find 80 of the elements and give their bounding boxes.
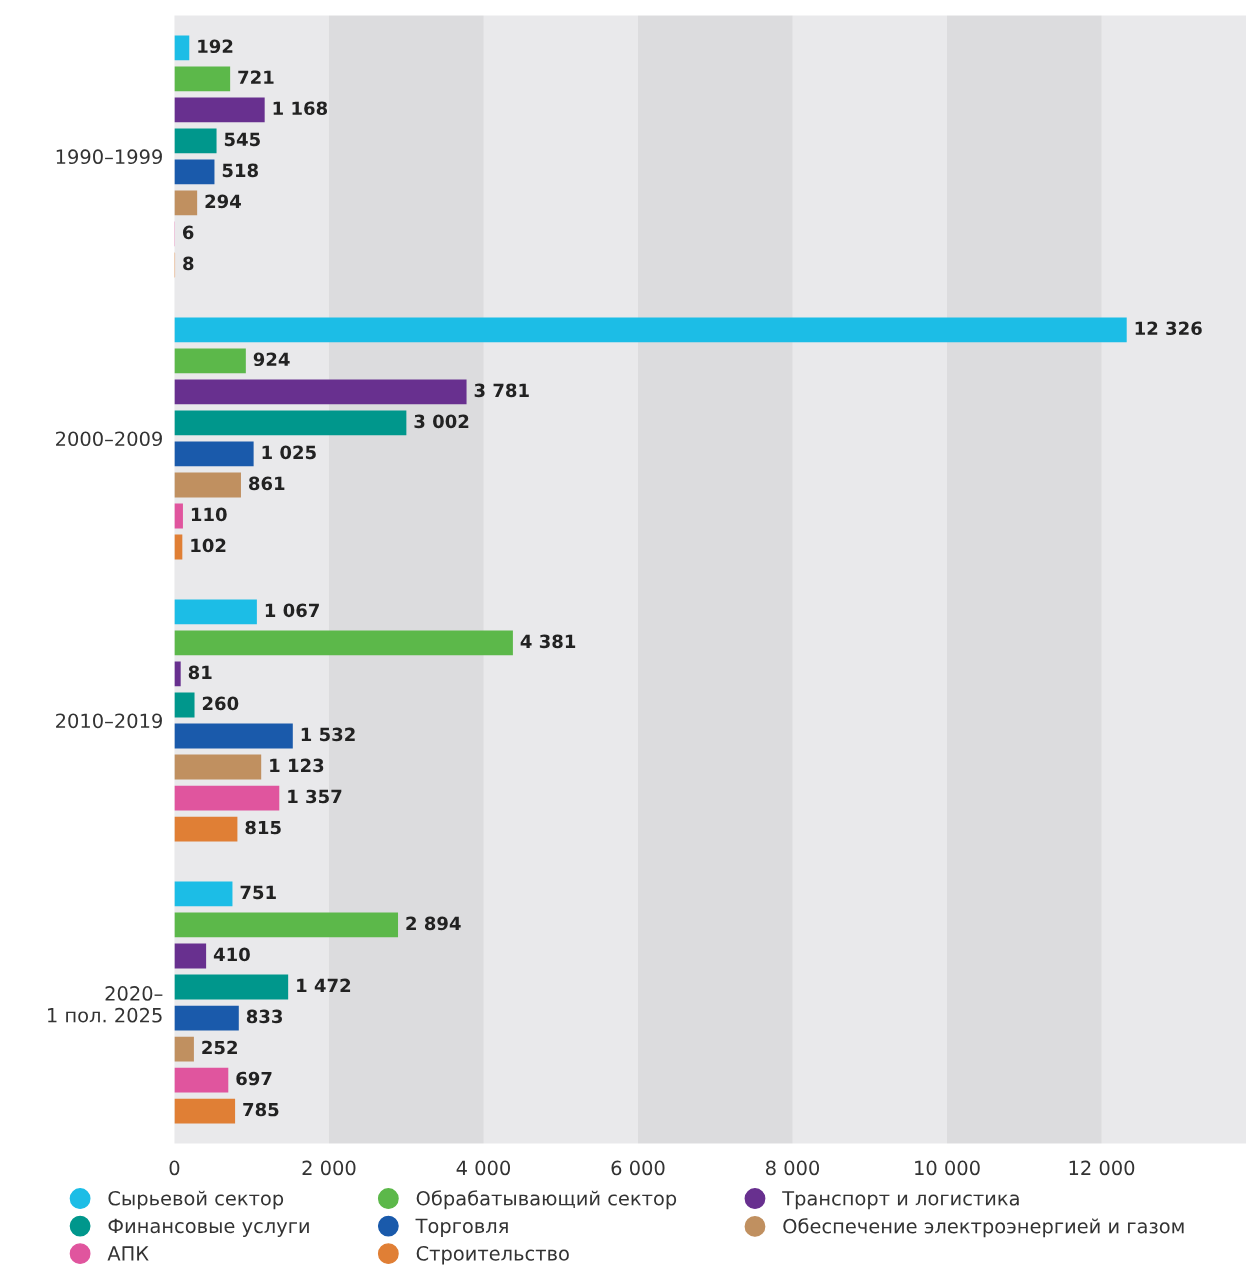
bar: [174, 1005, 239, 1031]
bar: [174, 912, 399, 938]
x-tick-label: 8 000: [765, 1160, 820, 1176]
x-tick-label: 10 000: [915, 1160, 980, 1176]
data-label: 721: [238, 70, 274, 84]
data-label: 833: [246, 1009, 282, 1024]
data-label: 815: [245, 820, 281, 835]
y-tick-label: 1990–1999: [56, 149, 162, 165]
legend-label: Обеспечение электроэнергией и газом: [783, 1218, 1184, 1238]
data-label: 518: [222, 163, 258, 178]
legend-label: Финансовые услуги: [108, 1218, 309, 1237]
data-label: 3 002: [414, 414, 469, 429]
data-label: 1 472: [297, 978, 351, 992]
bar: [174, 661, 181, 687]
data-label: 924: [253, 352, 290, 367]
x-tick-label: 0: [169, 1160, 180, 1176]
bar: [174, 1067, 229, 1093]
bar: [174, 190, 198, 216]
legend-label: АПК: [107, 1246, 149, 1261]
legend-label: Обрабатывающий сектор: [416, 1190, 677, 1210]
data-label: 2 894: [406, 916, 461, 931]
data-label: 252: [202, 1040, 237, 1055]
bar: [174, 974, 289, 1000]
bar: [174, 881, 233, 907]
data-label: 1 532: [301, 727, 355, 742]
bar: [174, 785, 280, 811]
bar: [174, 943, 207, 969]
data-label: 3 781: [474, 383, 529, 398]
data-label: 81: [188, 665, 212, 680]
legend-label: Торговля: [415, 1218, 508, 1237]
data-label: 785: [243, 1102, 279, 1117]
bar: [174, 1098, 236, 1124]
data-label: 751: [240, 885, 276, 900]
bar: [174, 630, 513, 656]
bar: [174, 441, 254, 467]
bar: [174, 816, 238, 842]
data-label: 1 123: [270, 758, 324, 773]
x-tick-label: 12 000: [1069, 1160, 1135, 1176]
bar: [174, 66, 231, 92]
data-label: 260: [202, 696, 239, 711]
bar: [174, 692, 195, 718]
data-label: 110: [191, 507, 227, 522]
data-label: 697: [236, 1071, 272, 1086]
bar: [174, 599, 257, 625]
data-label: 1 025: [262, 445, 316, 460]
legend-label: Строительство: [416, 1246, 569, 1265]
bar: [174, 379, 467, 405]
data-label: 1 357: [288, 789, 342, 804]
data-label: 8: [183, 256, 194, 271]
y-tick-label: 2000–2009: [56, 431, 162, 447]
y-tick-label: 2010–2019: [56, 713, 162, 729]
bar: [174, 503, 183, 529]
bar: [174, 317, 1127, 343]
bar: [174, 159, 215, 185]
data-label: 410: [213, 947, 250, 962]
legend-label: Транспорт и логистика: [782, 1191, 1019, 1210]
bar: [174, 97, 265, 123]
data-label: 861: [249, 476, 285, 491]
data-label: 12 326: [1135, 321, 1202, 336]
x-tick-label: 2 000: [302, 1160, 356, 1176]
data-label: 6: [182, 225, 194, 240]
bar: [174, 472, 241, 498]
data-label: 545: [224, 132, 260, 147]
legend-label: Сырьевой сектор: [108, 1190, 284, 1210]
bar: [174, 723, 293, 749]
data-label: 192: [198, 39, 233, 54]
data-label: 1 067: [265, 603, 319, 618]
x-tick-label: 6 000: [611, 1160, 665, 1176]
data-label: 1 168: [273, 101, 328, 116]
bar: [174, 128, 217, 154]
x-tick-label: 4 000: [456, 1160, 511, 1176]
bar: [174, 35, 190, 61]
data-label: 294: [205, 194, 241, 209]
bar: [174, 754, 262, 780]
bar: [174, 410, 407, 436]
y-tick-label: 2020– 1 пол. 2025: [48, 986, 163, 1023]
data-label: 4 381: [520, 634, 576, 649]
bar: [174, 1036, 194, 1062]
data-label: 102: [191, 538, 226, 553]
bar: [174, 348, 246, 374]
